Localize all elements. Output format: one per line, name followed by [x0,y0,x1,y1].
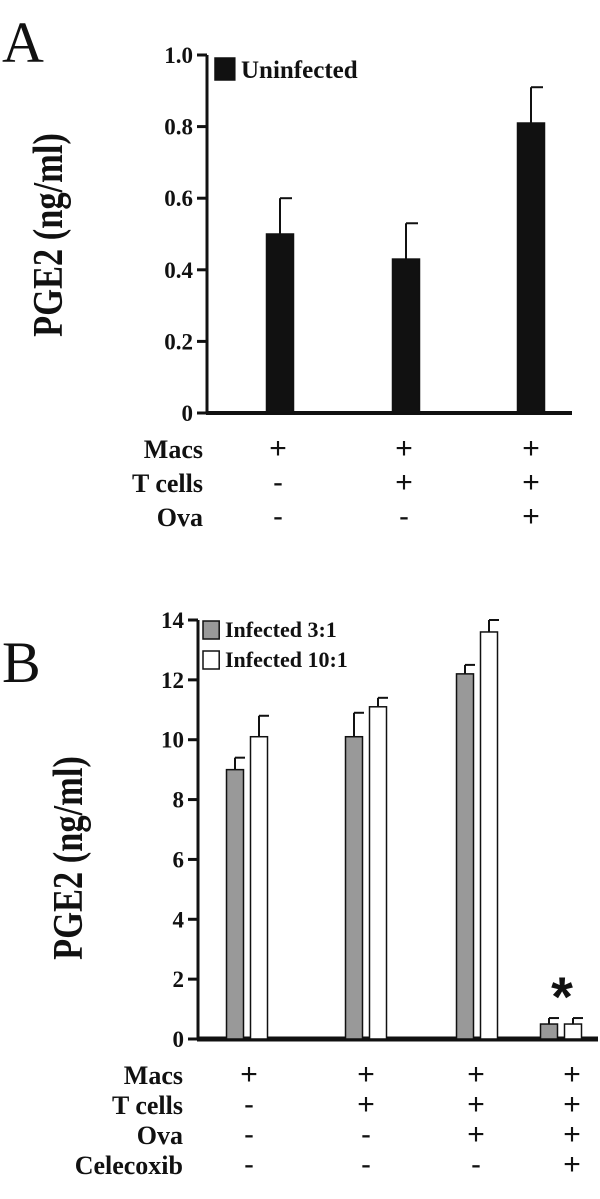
legend-swatch [202,620,220,640]
row-sign: - [273,500,283,533]
bar [516,122,546,414]
y-tick-label: 0 [173,1027,185,1052]
row-sign: + [395,466,413,499]
y-tick-label: 0.6 [164,186,193,211]
row-sign: + [563,1088,581,1121]
y-tick-label: 0.4 [164,258,193,283]
panel-b-letter: B [2,630,41,695]
row-sign: + [467,1118,485,1151]
row-sign: + [357,1088,375,1121]
y-axis-label: PGE2 (ng/ml) [26,133,72,337]
y-tick-label: 10 [161,728,184,753]
y-tick-label: 14 [161,608,185,633]
y-tick-label: 6 [173,847,185,872]
row-sign: - [471,1148,481,1181]
y-tick-label: 0 [182,401,194,426]
row-sign: + [522,500,540,533]
bar [368,706,388,1040]
bar [479,631,499,1040]
significance-star: * [551,965,573,1028]
bar [225,768,245,1040]
row-label: T cells [132,469,203,498]
row-label: Ova [137,1121,183,1150]
row-sign: + [563,1118,581,1151]
row-sign: - [361,1148,371,1181]
row-sign: + [467,1088,485,1121]
y-tick-label: 2 [173,967,185,992]
row-sign: - [361,1118,371,1151]
row-label: T cells [112,1091,183,1120]
row-label: Macs [124,1061,183,1090]
legend-label: Infected 3:1 [225,617,337,642]
row-sign: + [240,1058,258,1091]
panel-b-chart: 0 2 4 6 8 10 12 14 PGE2 (ng/ml) Infected 3:1 Infec… [46,608,598,1181]
bar [249,735,269,1040]
row-sign: + [563,1148,581,1181]
y-tick-label: 4 [173,907,185,932]
row-label: Celecoxib [75,1151,183,1180]
row-sign: - [273,466,283,499]
row-label: Ova [157,503,203,532]
y-tick-label: 8 [173,788,185,813]
bar [265,233,295,414]
panel-a-chart: 0 0.2 0.4 0.6 0.8 1.0 PGE2 (ng/ml) Uninfected Ma… [26,43,572,533]
row-sign: - [244,1148,254,1181]
y-tick-label: 0.8 [164,115,193,140]
panel-a-letter: A [2,10,44,75]
legend-swatch [202,650,220,670]
y-tick-label: 0.2 [164,329,193,354]
legend-label: Infected 10:1 [225,647,348,672]
row-sign: - [399,500,409,533]
row-sign: + [467,1058,485,1091]
bar [391,258,421,414]
row-sign: + [522,432,540,465]
row-label: Macs [144,435,203,464]
legend-label: Uninfected [241,57,358,84]
row-sign: + [563,1058,581,1091]
bar [344,735,364,1040]
row-sign: + [395,432,413,465]
bar [455,673,475,1040]
legend-swatch [214,57,236,81]
row-sign: - [244,1088,254,1121]
y-tick-label: 1.0 [164,43,193,68]
row-sign: + [522,466,540,499]
y-axis-label: PGE2 (ng/ml) [46,756,92,960]
row-sign: + [357,1058,375,1091]
row-sign: - [244,1118,254,1151]
row-sign: + [269,432,287,465]
y-tick-label: 12 [161,668,184,693]
